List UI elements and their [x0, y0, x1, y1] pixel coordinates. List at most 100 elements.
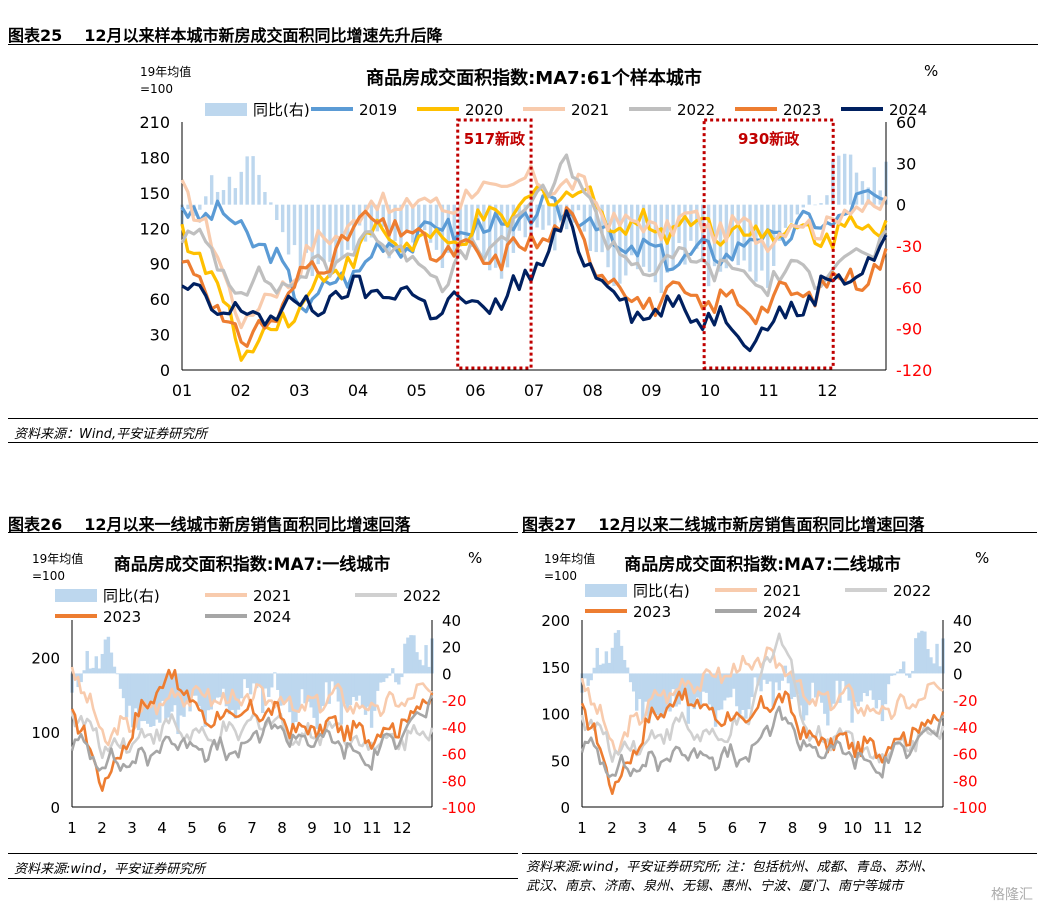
figure27-yoy-bar: [628, 673, 633, 683]
figure27-number: 图表27: [522, 515, 577, 534]
figure25-yoy-bar: [310, 204, 314, 277]
figure26-yoy-bar: [375, 673, 380, 691]
figure26-yoy-bar: [348, 673, 353, 705]
figure26-yoy-bar: [357, 673, 362, 696]
figure27-yoy-bar: [883, 673, 888, 705]
figure27-x-tick: 5: [698, 819, 708, 837]
figure26-yoy-bar: [360, 673, 365, 706]
figure26-yoy-bar: [221, 673, 226, 689]
figure26-yoy-bar: [333, 673, 337, 690]
figure25-yoy-bar: [209, 175, 214, 205]
figure25-yoy-bar: [215, 191, 220, 205]
figure25-yoy-bar: [286, 204, 291, 255]
figure27-yoy-bar: [732, 673, 736, 689]
figure27-yoy-bar: [713, 673, 718, 727]
figure26-yoy-bar: [279, 673, 283, 706]
figure26-yoy-bar: [276, 673, 280, 690]
figure25-x-tick: 12: [817, 381, 837, 400]
figure26-number: 图表26: [8, 515, 63, 534]
figure25-yoy-bar: [233, 188, 238, 205]
figure26-yoy-bar: [242, 673, 247, 680]
figure27-y-left-tick: 100: [541, 706, 570, 724]
figure25-y-right-tick: -120: [896, 361, 932, 380]
figure26-yoy-bar: [366, 673, 371, 707]
figure25-yoy-bar: [541, 204, 545, 230]
figure25-series-2024: [181, 209, 888, 353]
figure25-yoy-bar: [582, 204, 587, 232]
figure26-yoy-bar: [421, 665, 425, 674]
figure25-y-right-tick: -90: [896, 320, 922, 339]
figure27-yoy-bar: [850, 673, 854, 723]
figure27-yoy-bar: [701, 673, 706, 692]
figure25-x-tick: 10: [700, 381, 720, 400]
figure25-yoy-bar: [606, 204, 610, 268]
figure26-yoy-bar: [91, 667, 95, 674]
figure27-y-right-tick: 40: [953, 612, 972, 630]
figure27-yoy-bar: [938, 666, 942, 674]
figure26-yoy-bar: [248, 673, 253, 695]
figure25-x-tick: 07: [524, 381, 544, 400]
figure25-yoy-bar: [837, 155, 841, 205]
figure25-yoy-bar: [239, 171, 243, 205]
figure25-legend-label-4: 2022: [677, 101, 715, 119]
figure25-y-right-tick: 60: [896, 113, 916, 132]
figure26-yoy-bar: [82, 670, 86, 674]
figure26-yoy-bar: [427, 666, 431, 674]
figure26-yoy-bar: [288, 673, 292, 713]
figure25-yoy-bar: [269, 202, 273, 205]
figure25-legend-label-2: 2020: [465, 101, 503, 119]
figure26-series-2023: [70, 668, 434, 792]
figure25-legend-label-5: 2023: [783, 101, 821, 119]
figure27-yoy-bar: [874, 673, 879, 709]
figure26-yoy-bar: [324, 673, 328, 683]
figure25-y-right-label: %: [924, 62, 938, 80]
figure27-yoy-bar: [719, 673, 724, 710]
figure25-yoy-bar: [488, 204, 492, 271]
figure26-yoy-bar: [378, 673, 383, 683]
figure25-yoy-bar: [470, 204, 474, 248]
figure25-yoy-bar: [422, 204, 427, 231]
figure27-yoy-bar: [741, 673, 745, 710]
figure25-y-left-tick: 180: [139, 148, 170, 167]
figure25-x-tick: 06: [465, 381, 485, 400]
figure25-y-left-tick: 150: [139, 184, 170, 203]
figure25-legend-label-3: 2021: [571, 101, 609, 119]
figure27-y-right-tick: -60: [953, 746, 978, 764]
figure27-yoy-bar: [716, 673, 721, 711]
figure26-yoy-bar: [112, 666, 117, 674]
figure25-x-tick: 09: [641, 381, 661, 400]
figure26-yoy-bar: [309, 673, 313, 708]
figure26-legend-label-1: 2021: [253, 587, 291, 605]
figure27-yoy-bar: [898, 669, 903, 674]
figure25-yoy-bar: [221, 190, 226, 205]
figure27-y-left-tick: 50: [551, 752, 570, 770]
figure26-yoy-bar: [345, 673, 350, 709]
figure25-yoy-bar: [736, 204, 740, 266]
figure25-y-left-tick: 30: [150, 326, 170, 345]
watermark-logo: 格隆汇: [991, 887, 1033, 903]
figure27-yoy-bar: [613, 632, 618, 674]
figure25-yoy-bar: [576, 204, 581, 211]
figure25-legend-label-6: 2024: [889, 101, 927, 119]
figure27-yoy-bar: [726, 673, 730, 698]
figure27-yoy-bar: [722, 673, 727, 701]
figure27-yoy-bar: [829, 673, 833, 708]
figure25-annotation-label-1: 930新政: [738, 130, 800, 148]
figure27-y-right-tick: -40: [953, 719, 978, 737]
figure25-bottom-rule: [8, 418, 1038, 419]
figure25-source: 资料来源：Wind,平安证券研究所: [14, 427, 208, 442]
figure25-yoy-bar: [766, 204, 770, 288]
figure27-yoy-bar: [619, 645, 624, 674]
figure26-yoy-bar: [130, 673, 135, 728]
figure26-y-right-label: %: [468, 549, 482, 567]
figure25-yoy-bar: [280, 204, 285, 233]
figure27-yoy-bar: [832, 673, 836, 704]
figure26-title: 图表26 12月以来一线城市新房销售面积同比增速回落: [8, 511, 411, 535]
figure27-yoy-bar: [901, 661, 906, 674]
figure26-yoy-bar: [424, 645, 428, 674]
figure26-yoy-bar: [327, 673, 331, 704]
figure26-yoy-bar: [164, 673, 168, 720]
figure26-y-left-label-1: =100: [32, 569, 65, 583]
figure26-yoy-bar: [209, 673, 213, 710]
figure27-yoy-bar: [583, 673, 587, 679]
